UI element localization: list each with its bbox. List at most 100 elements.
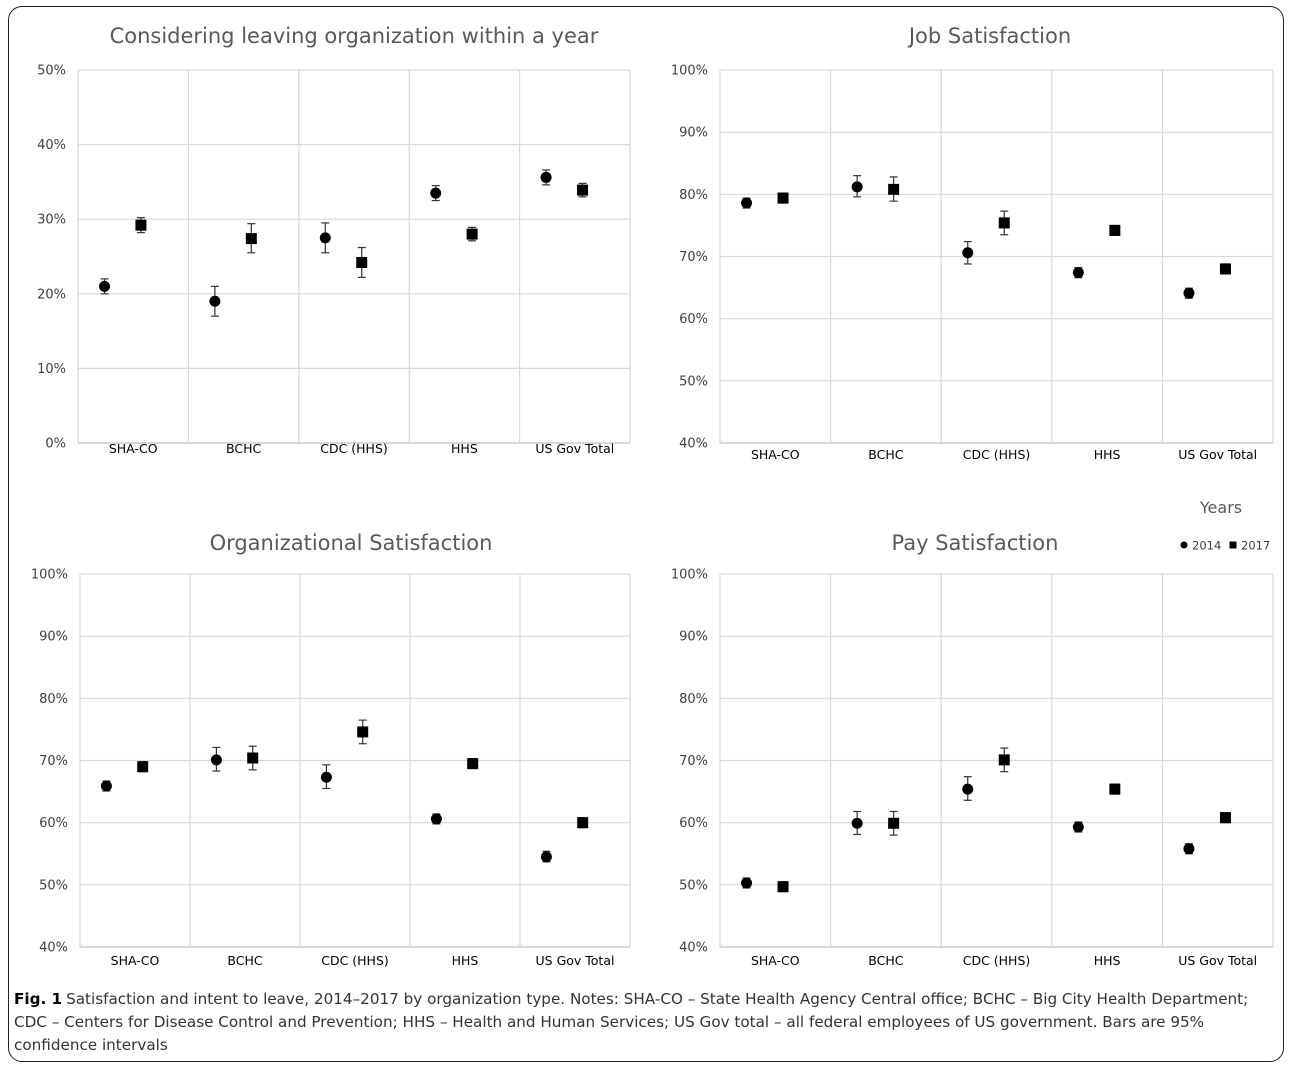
y-tick-label: 50% [679, 878, 708, 893]
legend-title: Years [1199, 498, 1242, 517]
figure-caption: Fig. 1 Satisfaction and intent to leave, … [14, 988, 1276, 1057]
data-point-2017 [577, 817, 589, 829]
data-point-2017 [1219, 263, 1231, 275]
x-tick-label: HHS [452, 953, 479, 968]
y-tick-label: 30% [37, 213, 66, 228]
data-point-2017 [998, 747, 1010, 773]
chart-title: Organizational Satisfaction [210, 531, 493, 555]
y-tick-label: 80% [39, 692, 68, 707]
legend-marker-circle [1180, 541, 1188, 549]
y-tick-label: 40% [39, 941, 68, 956]
data-point-2014 [851, 810, 863, 836]
marker-circle [210, 754, 222, 766]
marker-square [998, 217, 1010, 229]
y-tick-label: 90% [679, 126, 708, 141]
data-point-2014 [100, 780, 112, 792]
marker-square [888, 183, 900, 195]
data-point-2014 [741, 197, 753, 209]
y-tick-label: 10% [37, 362, 66, 377]
y-tick-label: 40% [679, 941, 708, 956]
x-tick-label: US Gov Total [1178, 953, 1257, 968]
y-tick-label: 50% [39, 878, 68, 893]
marker-square [1109, 783, 1121, 795]
x-tick-label: SHA-CO [751, 447, 800, 462]
y-tick-label: 70% [39, 754, 68, 769]
marker-square [135, 219, 147, 231]
data-point-2014 [320, 764, 332, 790]
data-point-2017 [357, 719, 369, 745]
marker-circle [98, 280, 110, 292]
marker-circle [320, 771, 332, 783]
y-tick-label: 50% [37, 64, 66, 79]
data-point-2014 [210, 746, 222, 772]
x-tick-label: BCHC [226, 441, 261, 456]
y-tick-label: 50% [679, 374, 708, 389]
marker-square [777, 881, 789, 893]
marker-square [777, 192, 789, 204]
data-point-2017 [1219, 812, 1231, 824]
marker-square [137, 761, 149, 773]
x-tick-label: HHS [1094, 953, 1121, 968]
data-point-2014 [741, 877, 753, 889]
data-point-2017 [777, 192, 789, 204]
data-point-2014 [962, 240, 974, 265]
data-point-2017 [1109, 224, 1121, 236]
x-tick-label: HHS [451, 441, 478, 456]
y-tick-label: 0% [45, 437, 66, 452]
data-point-2017 [245, 223, 257, 254]
x-tick-label: SHA-CO [111, 953, 160, 968]
marker-square [1219, 263, 1231, 275]
marker-circle [1183, 843, 1195, 855]
data-point-2014 [851, 175, 863, 198]
data-point-2014 [540, 169, 552, 186]
data-point-2017 [467, 758, 479, 770]
marker-circle [540, 171, 552, 183]
data-point-2014 [430, 185, 442, 202]
y-tick-label: 70% [679, 250, 708, 265]
legend-label: 2017 [1241, 539, 1270, 553]
marker-circle [100, 780, 112, 792]
legend: Years 2014 2017 [1180, 498, 1270, 553]
marker-square [245, 233, 257, 245]
marker-circle [851, 817, 863, 829]
y-tick-label: 60% [39, 816, 68, 831]
x-tick-label: SHA-CO [109, 441, 158, 456]
x-tick-label: SHA-CO [751, 953, 800, 968]
data-point-2017 [137, 761, 149, 773]
data-point-2017 [888, 810, 900, 836]
marker-square [356, 256, 368, 268]
chart-panel-3: Organizational Satisfaction 40% 50% 60% 70% 8… [31, 531, 631, 968]
x-tick-label: BCHC [227, 953, 262, 968]
data-point-2014 [209, 285, 221, 317]
data-point-2017 [466, 226, 478, 242]
data-point-2014 [1072, 267, 1084, 279]
data-point-2017 [1109, 783, 1121, 795]
y-tick-label: 80% [679, 692, 708, 707]
data-point-2017 [135, 217, 147, 234]
x-tick-label: US Gov Total [535, 441, 614, 456]
data-point-2017 [998, 210, 1010, 236]
x-tick-label: CDC (HHS) [321, 953, 389, 968]
y-tick-label: 70% [679, 754, 708, 769]
data-point-2014 [1183, 843, 1195, 855]
chart-title: Pay Satisfaction [892, 531, 1059, 555]
data-point-2017 [577, 182, 589, 198]
marker-circle [962, 783, 974, 795]
legend-label: 2014 [1192, 539, 1221, 553]
x-tick-label: US Gov Total [1178, 447, 1257, 462]
marker-square [1109, 224, 1121, 236]
y-tick-label: 60% [679, 312, 708, 327]
marker-square [247, 752, 259, 764]
marker-circle [1072, 267, 1084, 279]
chart-title: Job Satisfaction [907, 24, 1071, 48]
chart-panel-1: Considering leaving organization within … [37, 24, 631, 456]
data-point-2014 [540, 850, 552, 863]
marker-circle [430, 813, 442, 825]
y-tick-label: 100% [671, 64, 708, 79]
data-point-2017 [888, 176, 900, 202]
y-tick-label: 40% [679, 437, 708, 452]
data-point-2014 [319, 222, 331, 254]
marker-square [357, 726, 369, 738]
marker-square [577, 817, 589, 829]
marker-square [998, 754, 1010, 766]
